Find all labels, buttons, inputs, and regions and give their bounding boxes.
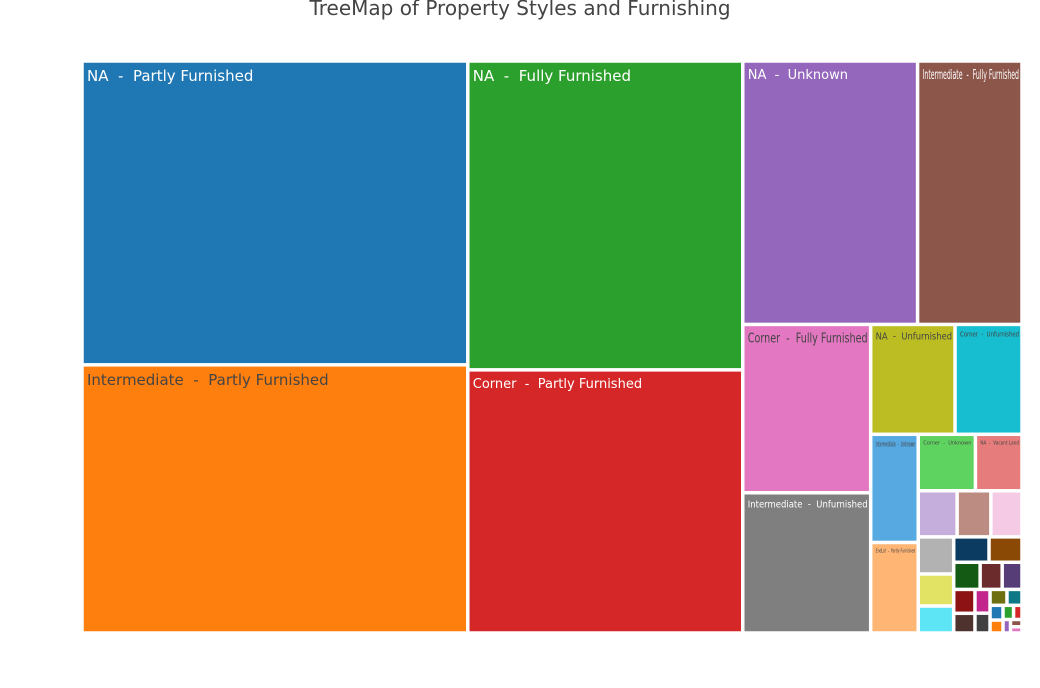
treemap-tile[interactable]	[468, 61, 743, 370]
treemap-tile-small[interactable]	[953, 537, 989, 563]
treemap-tile-label: Corner - Partly Furnished	[473, 377, 642, 392]
treemap-tile[interactable]	[82, 61, 468, 365]
treemap-tile-label: NA - Fully Furnished	[473, 67, 631, 85]
treemap-tile-label: Intermediate - Partly Furnished	[87, 371, 329, 389]
treemap-tile-small[interactable]	[1013, 605, 1022, 620]
treemap-tile-small[interactable]	[1003, 605, 1014, 620]
treemap-tile-small[interactable]	[918, 606, 954, 633]
treemap-tile[interactable]	[82, 365, 468, 633]
treemap-tile[interactable]	[870, 324, 955, 435]
chart-title: TreeMap of Property Styles and Furnishin…	[309, 0, 731, 20]
treemap-tile-small[interactable]	[980, 562, 1002, 590]
treemap-tile[interactable]	[955, 324, 1022, 435]
treemap-tile[interactable]	[917, 61, 1022, 325]
treemap-tile-label: Corner - Fully Furnished	[748, 331, 868, 346]
treemap-tile[interactable]	[743, 61, 918, 325]
treemap-tile-small[interactable]	[991, 491, 1022, 537]
treemap-tile-label: NA - Unknown	[748, 68, 848, 83]
treemap-tile-label: Corner - Unfurnished	[960, 330, 1019, 338]
treemap-tile-label: Intermediate - Unknown	[876, 440, 916, 448]
treemap-tile-small[interactable]	[1010, 619, 1022, 627]
treemap-tile-small[interactable]	[953, 589, 975, 614]
treemap-tile-small[interactable]	[918, 537, 954, 574]
treemap-tile[interactable]	[743, 324, 871, 493]
treemap-tile-small[interactable]	[990, 620, 1003, 633]
treemap-tile[interactable]	[743, 492, 871, 633]
treemap-tile-small[interactable]	[975, 613, 990, 633]
treemap-tile-label: EndLot - Partly Furnished	[876, 548, 916, 554]
treemap-tile-small[interactable]	[990, 605, 1003, 620]
treemap-tile[interactable]	[975, 434, 1022, 491]
treemap-tile[interactable]	[918, 434, 976, 491]
treemap-tile-small[interactable]	[989, 537, 1022, 563]
treemap-tile[interactable]	[468, 370, 743, 633]
treemap-tile-small[interactable]	[953, 562, 980, 590]
treemap-tile[interactable]	[870, 542, 918, 633]
treemap-tile[interactable]	[870, 434, 918, 543]
treemap-tile-small[interactable]	[1003, 619, 1011, 633]
treemap-tile-label: Intermediate - Unfurnished	[748, 500, 868, 511]
treemap-tile-small[interactable]	[957, 491, 991, 537]
treemap-tile-small[interactable]	[1010, 627, 1022, 633]
treemap-tile-label: Intermediate - Fully Furnished	[923, 68, 1019, 83]
treemap-tile-small[interactable]	[918, 574, 954, 606]
treemap-tile-label: NA - Partly Furnished	[87, 67, 253, 85]
treemap-tile-label: NA - Unfurnished	[876, 331, 952, 342]
treemap-tile-small[interactable]	[918, 491, 957, 537]
treemap-tile-small[interactable]	[953, 613, 975, 633]
treemap-tile-label: NA - Vacant Land	[980, 440, 1019, 446]
treemap-tile-small[interactable]	[975, 589, 990, 613]
treemap-tile-label: Corner - Unknown	[923, 440, 971, 446]
treemap-tile-small[interactable]	[990, 589, 1007, 606]
treemap-tile-small[interactable]	[1002, 562, 1022, 590]
treemap-tile-small[interactable]	[1007, 589, 1022, 606]
